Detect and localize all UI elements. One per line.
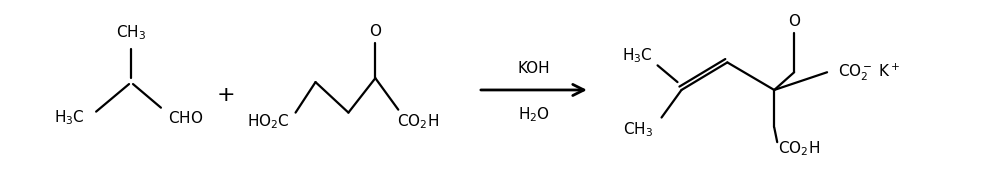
- Text: $\mathsf{O}$: $\mathsf{O}$: [788, 13, 801, 29]
- Text: +: +: [216, 85, 235, 105]
- Text: KOH: KOH: [518, 61, 550, 76]
- Text: $\mathsf{HO_2C}$: $\mathsf{HO_2C}$: [247, 112, 290, 131]
- Text: $\mathsf{O}$: $\mathsf{O}$: [369, 23, 381, 39]
- Text: $\mathsf{H_3C}$: $\mathsf{H_3C}$: [622, 46, 653, 65]
- Text: $\mathsf{H_3C}$: $\mathsf{H_3C}$: [54, 108, 85, 127]
- Text: $\mathsf{CH_3}$: $\mathsf{CH_3}$: [116, 24, 146, 42]
- Text: $\mathsf{H_2O}$: $\mathsf{H_2O}$: [518, 105, 550, 124]
- Text: $\mathsf{CH_3}$: $\mathsf{CH_3}$: [622, 120, 652, 139]
- Text: $\mathsf{CHO}$: $\mathsf{CHO}$: [168, 109, 203, 125]
- Text: $\mathsf{CO_2H}$: $\mathsf{CO_2H}$: [397, 112, 439, 131]
- Text: $\mathsf{CO_2^- \; K^+}$: $\mathsf{CO_2^- \; K^+}$: [838, 61, 900, 83]
- Text: $\mathsf{CO_2H}$: $\mathsf{CO_2H}$: [778, 140, 820, 158]
